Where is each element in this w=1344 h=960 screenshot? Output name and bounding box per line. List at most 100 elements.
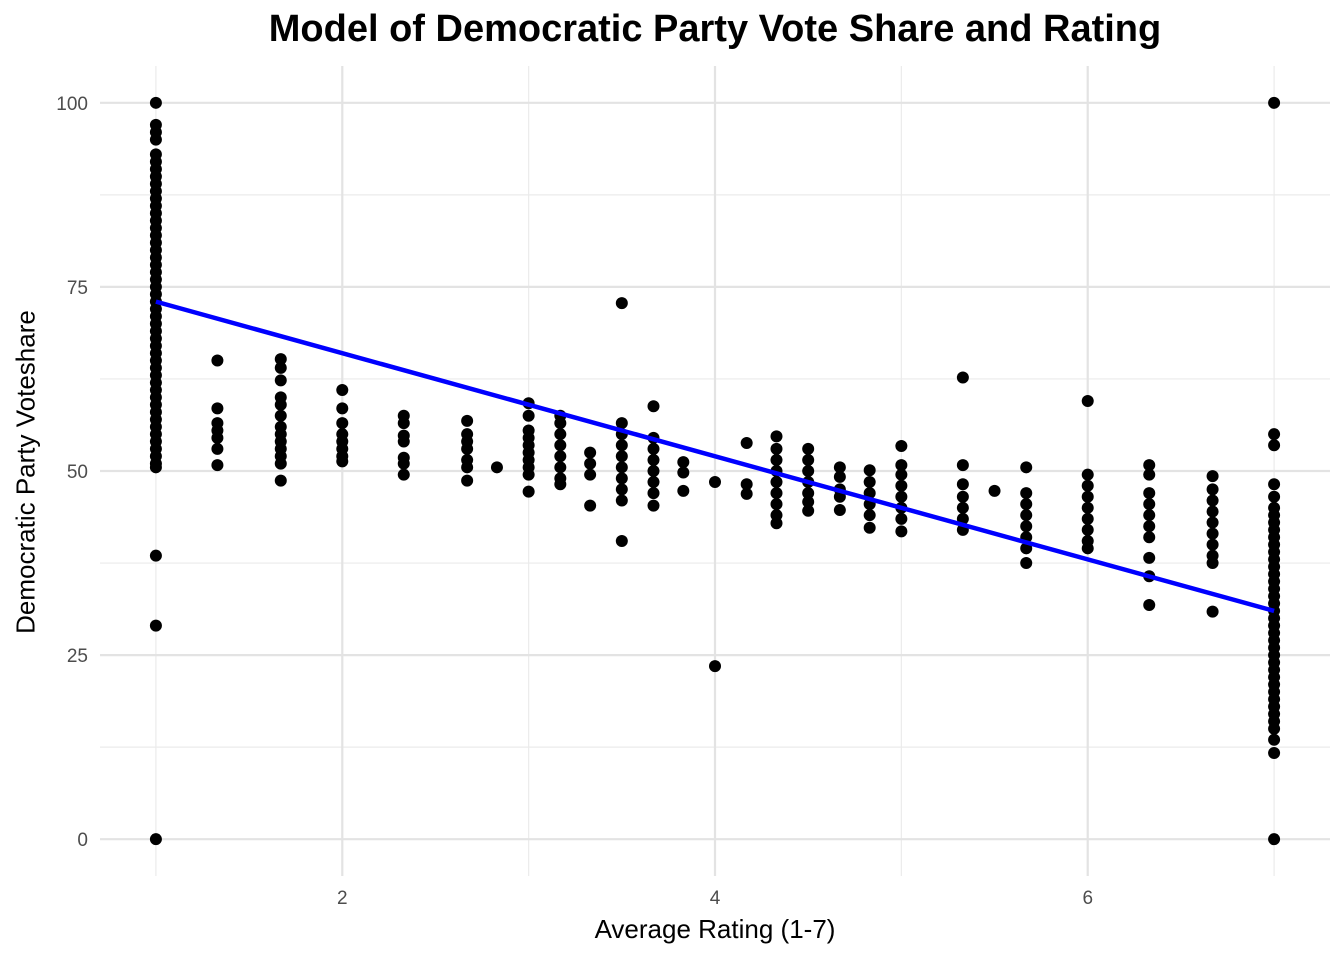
data-point <box>1143 520 1156 533</box>
data-point <box>709 660 721 673</box>
data-point <box>149 461 162 474</box>
x-tick-label: 4 <box>710 888 721 909</box>
data-point <box>397 435 410 448</box>
data-point <box>554 450 567 463</box>
data-point <box>863 464 876 477</box>
data-point <box>677 466 690 479</box>
data-point <box>274 353 287 366</box>
data-point <box>274 409 287 422</box>
data-point <box>1143 599 1156 612</box>
data-point <box>895 525 908 538</box>
data-point <box>647 499 660 512</box>
data-point <box>647 442 660 455</box>
data-point <box>956 459 969 472</box>
data-point <box>895 468 908 481</box>
data-point <box>647 476 660 489</box>
data-point <box>1206 516 1219 529</box>
data-point <box>274 474 287 487</box>
data-point <box>770 487 783 500</box>
data-point <box>1081 479 1094 492</box>
data-point <box>1268 96 1281 109</box>
data-point <box>1206 538 1219 551</box>
data-point <box>615 417 628 430</box>
data-point <box>1081 542 1094 555</box>
data-point <box>1206 557 1219 570</box>
data-point <box>1268 428 1281 441</box>
data-point <box>211 402 224 415</box>
data-point <box>863 476 876 489</box>
data-point <box>1020 461 1033 474</box>
data-point <box>833 504 846 517</box>
data-point <box>1206 527 1219 540</box>
data-point <box>647 400 660 413</box>
data-point <box>1206 505 1219 518</box>
data-point <box>522 468 535 481</box>
chart-title: Model of Democratic Party Vote Share and… <box>268 8 1162 50</box>
data-point <box>1268 490 1281 503</box>
data-point <box>956 371 969 384</box>
data-point <box>336 417 349 430</box>
data-point <box>336 384 349 396</box>
data-point <box>1143 468 1156 481</box>
data-point <box>988 484 1001 497</box>
data-point <box>1268 747 1281 760</box>
data-point <box>1143 509 1156 522</box>
data-point <box>833 461 846 474</box>
data-point <box>584 468 597 481</box>
data-point <box>1081 512 1094 525</box>
y-tick-label: 25 <box>67 646 88 667</box>
data-point <box>770 442 783 455</box>
data-point <box>895 490 908 503</box>
y-tick-label: 0 <box>77 830 88 851</box>
data-point <box>1268 439 1281 452</box>
data-point <box>274 361 287 374</box>
data-point <box>274 398 287 411</box>
data-point <box>1020 487 1033 500</box>
data-point <box>1081 395 1094 408</box>
data-point <box>956 501 969 514</box>
data-point <box>149 96 162 109</box>
data-point <box>211 459 224 472</box>
data-point <box>615 472 628 485</box>
data-point <box>554 439 567 452</box>
data-point <box>770 453 783 466</box>
data-point <box>677 456 690 469</box>
data-point <box>895 512 908 525</box>
data-point <box>554 428 567 441</box>
data-point <box>1268 478 1281 491</box>
data-point <box>522 485 535 498</box>
data-point <box>554 461 567 474</box>
data-point <box>647 487 660 500</box>
y-axis-label: Democratic Party Voteshare <box>10 310 41 634</box>
data-point <box>1081 523 1094 536</box>
data-point <box>895 439 908 452</box>
data-point <box>647 465 660 477</box>
data-point <box>677 484 690 497</box>
data-point <box>149 619 162 632</box>
data-point <box>647 453 660 466</box>
data-point <box>1206 494 1219 507</box>
data-point <box>554 478 567 491</box>
data-point <box>1206 483 1219 496</box>
data-point <box>740 437 753 450</box>
data-point <box>1206 605 1219 618</box>
x-axis-label: Average Rating (1-7) <box>594 914 836 944</box>
y-tick-label: 50 <box>67 462 88 483</box>
data-point <box>149 549 162 562</box>
data-point <box>1143 459 1156 472</box>
data-point <box>1206 470 1219 483</box>
data-point <box>1020 520 1033 533</box>
y-tick-label: 100 <box>56 94 88 115</box>
data-point <box>770 430 783 443</box>
data-point <box>895 459 908 472</box>
data-point <box>1268 722 1281 735</box>
data-point <box>211 354 224 367</box>
data-point <box>1020 498 1033 511</box>
data-point <box>397 468 410 481</box>
data-point <box>802 465 815 477</box>
data-point <box>397 457 410 470</box>
data-point <box>149 833 162 846</box>
data-point <box>461 461 474 474</box>
